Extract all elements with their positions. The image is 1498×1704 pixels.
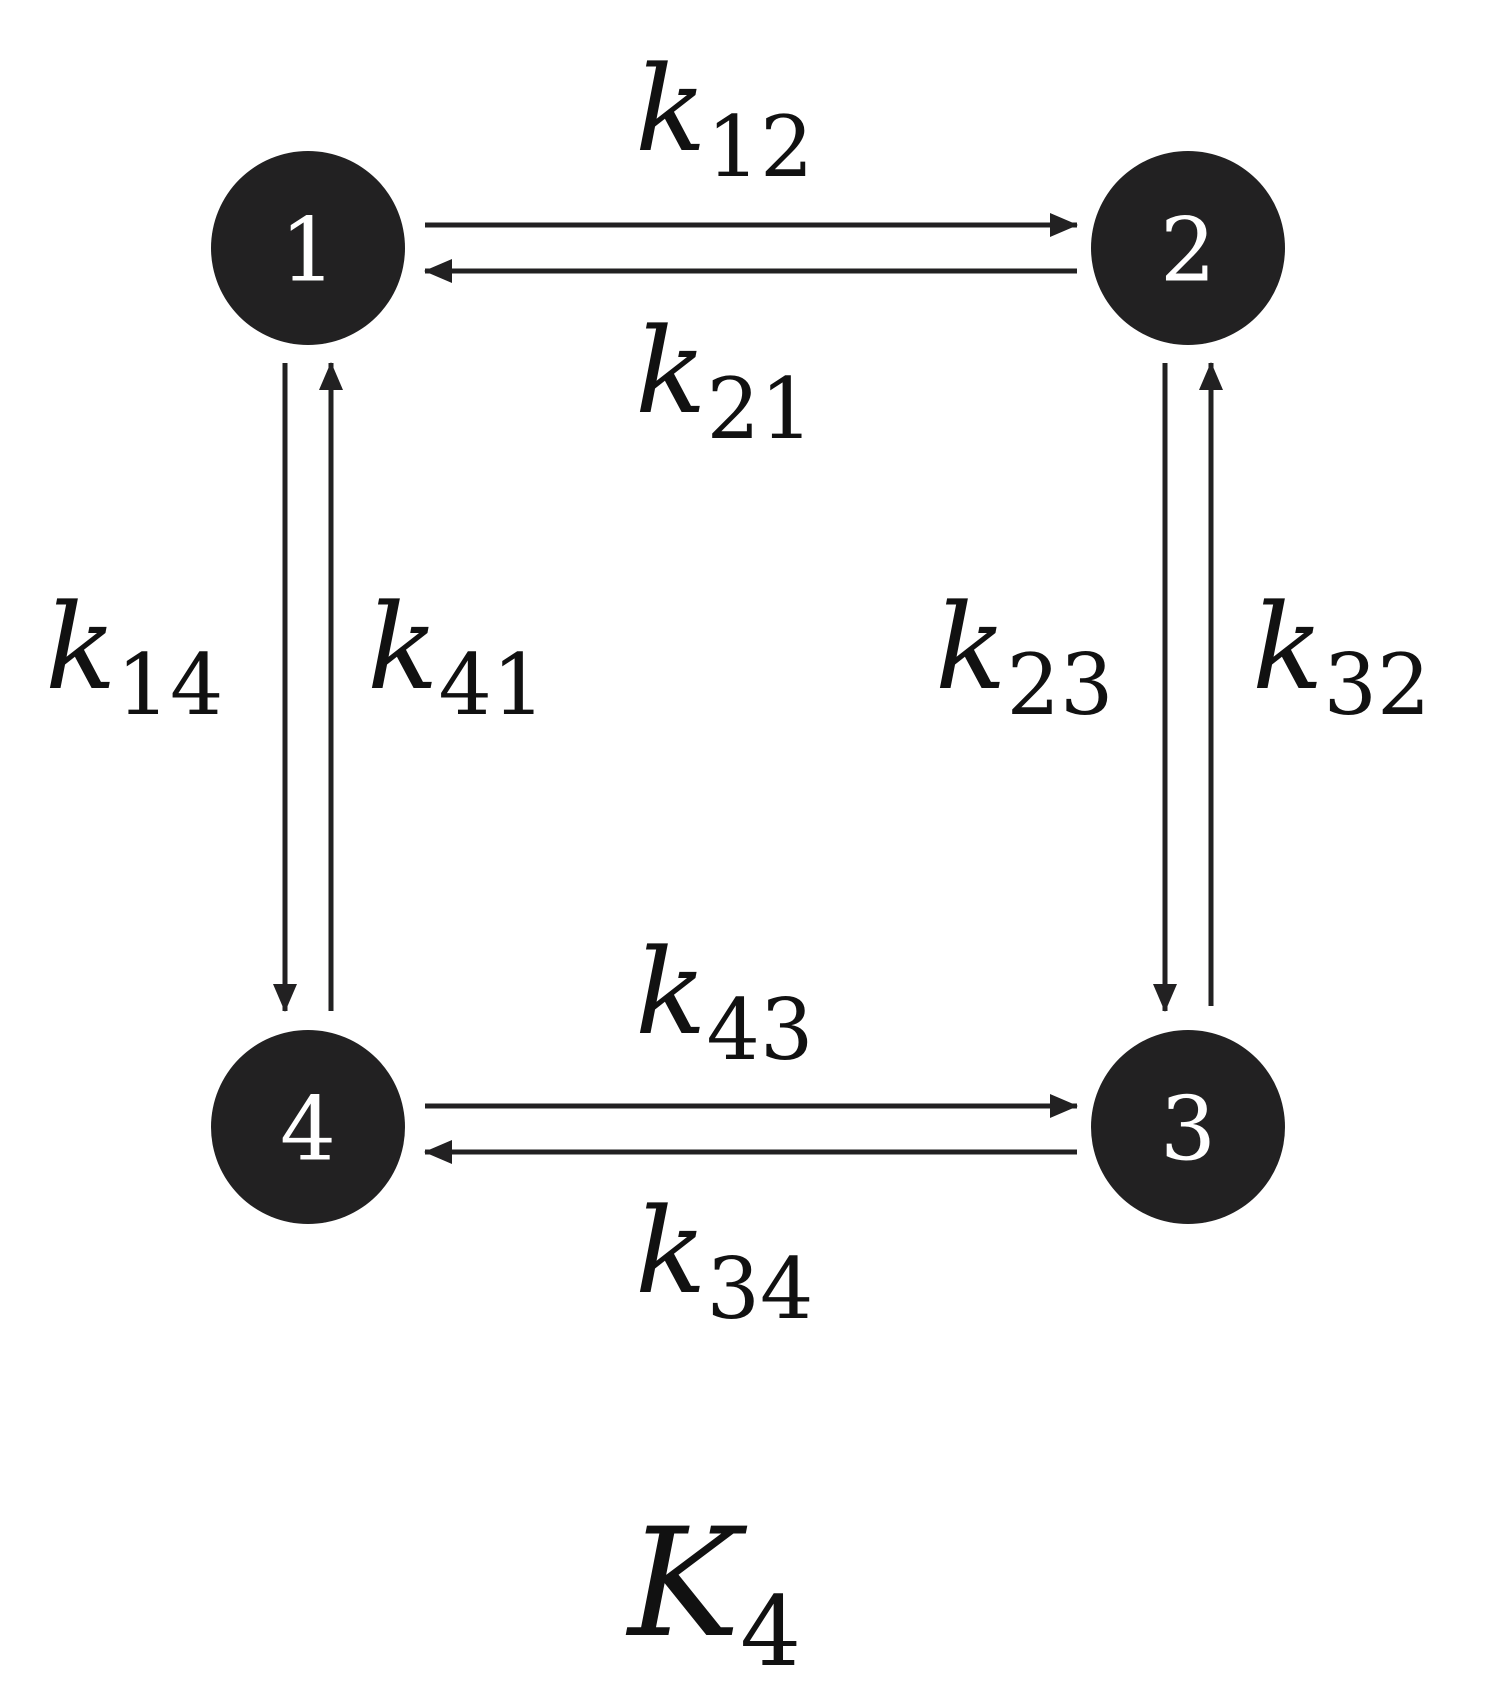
rate-label-k12: k12 <box>635 40 813 196</box>
caption-symbol: K <box>625 1497 748 1671</box>
node-1: 1 <box>211 151 405 345</box>
rate-k41-symbol: k <box>367 578 439 716</box>
rate-k41-subscript: 41 <box>439 636 546 734</box>
rate-k21-subscript: 21 <box>707 360 814 458</box>
rate-k12-symbol: k <box>635 40 707 178</box>
node-3: 3 <box>1091 1030 1285 1224</box>
node-3-label: 3 <box>1160 1078 1216 1181</box>
rate-k34-symbol: k <box>635 1182 707 1320</box>
rate-k32-symbol: k <box>1252 578 1324 716</box>
rate-k32-subscript: 32 <box>1324 636 1431 734</box>
rate-k43-subscript: 43 <box>707 981 814 1079</box>
node-2-label: 2 <box>1160 199 1216 302</box>
rate-label-k21: k21 <box>635 302 813 458</box>
rate-k43-symbol: k <box>635 923 707 1061</box>
rate-label-k14: k14 <box>45 578 223 734</box>
rate-label-k32: k32 <box>1252 578 1430 734</box>
rate-k23-symbol: k <box>935 578 1007 716</box>
rate-k23-subscript: 23 <box>1007 636 1114 734</box>
node-2: 2 <box>1091 151 1285 345</box>
node-1-label: 1 <box>280 199 336 302</box>
rate-label-k41: k41 <box>367 578 545 734</box>
rate-label-k34: k34 <box>635 1182 813 1338</box>
rate-k12-subscript: 12 <box>707 98 814 196</box>
rate-k14-subscript: 14 <box>117 636 224 734</box>
graph-caption: K4 <box>625 1497 801 1688</box>
rate-k14-symbol: k <box>45 578 117 716</box>
rate-k34-subscript: 34 <box>707 1240 814 1338</box>
rate-label-k23: k23 <box>935 578 1113 734</box>
node-4: 4 <box>211 1030 405 1224</box>
rate-label-k43: k43 <box>635 923 813 1079</box>
node-4-label: 4 <box>280 1078 336 1181</box>
rate-k21-symbol: k <box>635 302 707 440</box>
caption-subscript: 4 <box>740 1576 801 1688</box>
